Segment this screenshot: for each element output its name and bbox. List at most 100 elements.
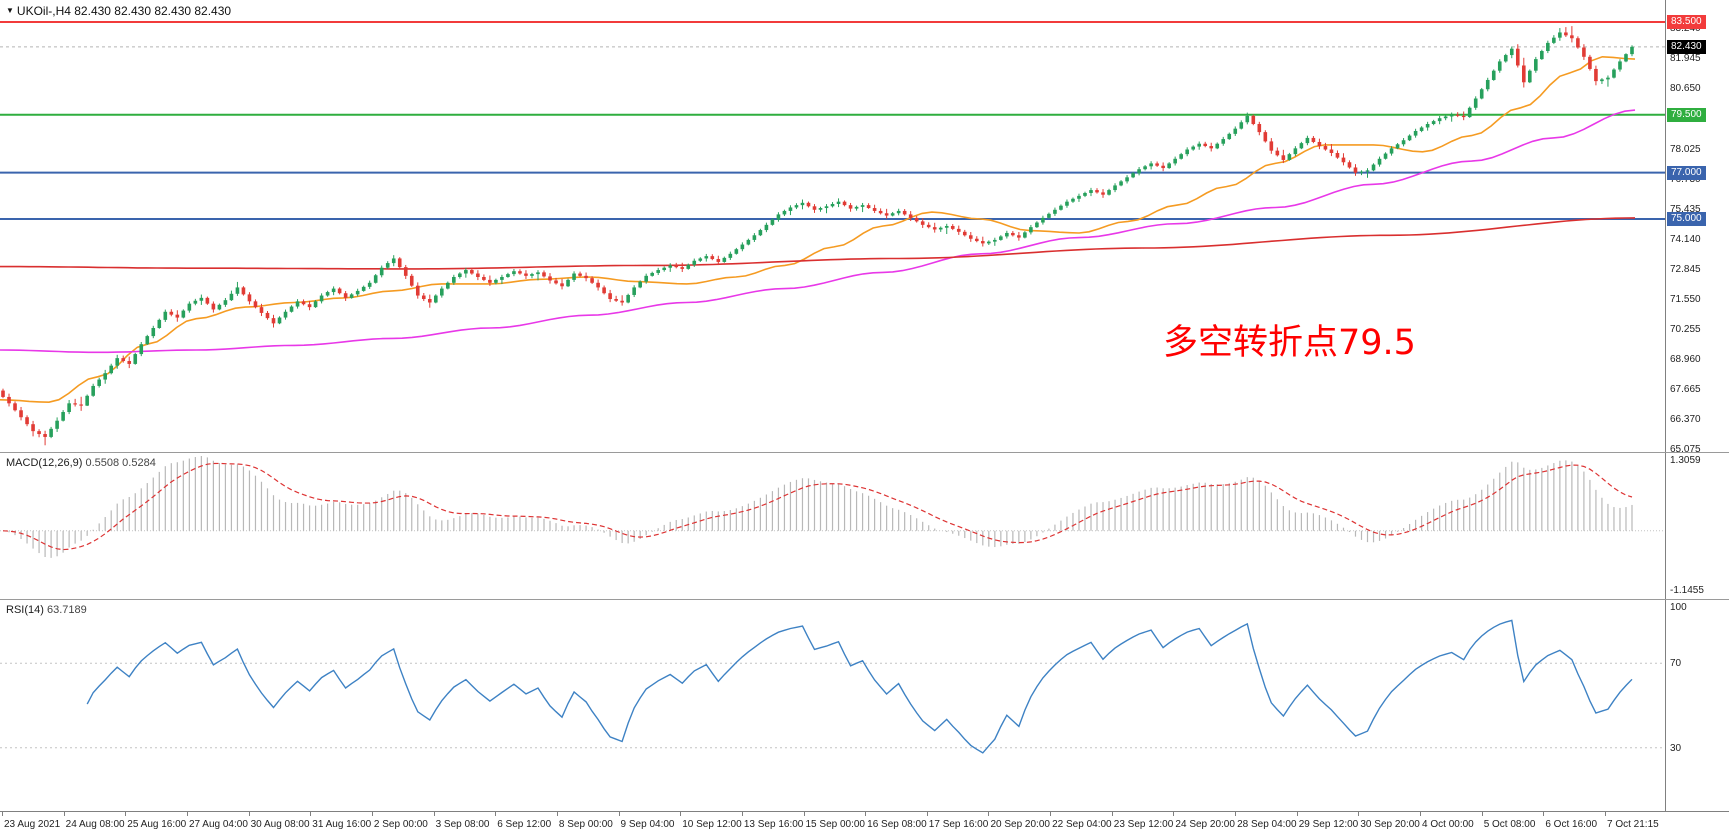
macd-values: 0.5508 0.5284: [85, 457, 156, 469]
macd-axis-min: -1.1455: [1670, 585, 1704, 596]
time-label: 2 Sep 00:00: [373, 819, 428, 830]
rsi-axis[interactable]: 100 70 30: [1665, 600, 1729, 811]
time-tick: [248, 812, 250, 816]
time-label: 23 Aug 2021: [4, 819, 61, 830]
price-axis[interactable]: 83.24081.94580.65078.02576.73075.43574.1…: [1665, 0, 1729, 455]
time-label: 20 Sep 20:00: [990, 819, 1050, 830]
ma-fast: [0, 55, 1636, 404]
panel-separator: [0, 452, 1729, 453]
symbol-marker-icon: ▼: [6, 6, 14, 15]
time-tick: [310, 812, 312, 816]
rsi-panel: 100 70 30 RSI(14) 63.7189: [0, 600, 1729, 811]
rsi-value: 63.7189: [46, 604, 87, 616]
ma-slow: [0, 217, 1636, 270]
price-tick-label: 75.435: [1670, 203, 1701, 215]
time-tick: [680, 812, 682, 816]
time-label: 28 Sep 04:00: [1237, 819, 1297, 830]
time-tick: [1481, 812, 1483, 816]
rsi-axis-tick: 100: [1670, 602, 1687, 613]
time-label: 3 Sep 08:00: [435, 819, 490, 830]
time-label: 6 Sep 12:00: [497, 819, 552, 830]
time-label: 15 Sep 00:00: [805, 819, 866, 830]
time-label: 13 Sep 16:00: [743, 819, 804, 830]
time-label: 31 Aug 16:00: [312, 819, 372, 830]
price-tick-label: 74.140: [1670, 233, 1701, 245]
time-label: 27 Aug 04:00: [188, 819, 248, 830]
price-tick-label: 78.025: [1670, 143, 1701, 155]
time-tick: [2, 812, 3, 816]
time-tick: [186, 812, 188, 816]
time-label: 30 Aug 08:00: [250, 819, 310, 830]
time-label: 30 Sep 20:00: [1360, 819, 1420, 830]
main-chart-panel: 83.24081.94580.65078.02576.73075.43574.1…: [0, 0, 1729, 456]
time-tick: [1050, 812, 1052, 816]
time-label: 17 Sep 16:00: [928, 819, 989, 830]
macd-axis-max: 1.3059: [1670, 455, 1701, 466]
time-tick: [1235, 812, 1237, 816]
rsi-line: [86, 619, 1633, 754]
time-tick: [1543, 812, 1545, 816]
time-tick: [1111, 812, 1113, 816]
time-label: 10 Sep 12:00: [682, 819, 742, 830]
current-price-badge: 82.430: [1667, 39, 1706, 54]
macd-chart[interactable]: [0, 453, 1665, 599]
time-label: 22 Sep 04:00: [1052, 819, 1112, 830]
time-axis[interactable]: 23 Aug 2021 24 Aug 08:00 25 Aug 16:00 27 Au…: [0, 811, 1729, 833]
price-level-badge: 79.500: [1667, 107, 1706, 122]
time-label: 4 Oct 00:00: [1422, 819, 1474, 830]
price-tick-label: 67.665: [1670, 384, 1701, 396]
rsi-name: RSI(14): [6, 604, 44, 616]
ma-mid: [0, 109, 1636, 354]
time-tick: [1420, 812, 1422, 816]
time-tick: [988, 812, 990, 816]
time-tick: [433, 812, 435, 816]
time-tick: [618, 812, 620, 816]
time-tick: [926, 812, 928, 816]
chart-title: ▼ UKOil-,H4 82.430 82.430 82.430 82.430: [6, 4, 231, 18]
time-tick: [125, 812, 127, 816]
macd-name: MACD(12,26,9): [6, 457, 83, 469]
price-level-badge: 75.000: [1667, 212, 1706, 227]
time-label: 9 Sep 04:00: [620, 819, 675, 830]
time-tick: [741, 812, 743, 816]
time-label: 24 Aug 08:00: [65, 819, 125, 830]
panel-separator: [0, 599, 1729, 600]
time-tick: [1605, 812, 1606, 816]
time-label: 23 Sep 12:00: [1113, 819, 1174, 830]
rsi-label: RSI(14) 63.7189: [6, 604, 87, 616]
time-label: 7 Oct 21:15: [1607, 819, 1659, 830]
macd-axis[interactable]: 1.3059 -1.1455: [1665, 453, 1729, 599]
price-tick-label: 72.845: [1670, 263, 1701, 275]
candlestick-chart[interactable]: [0, 0, 1665, 452]
chart-title-text: UKOil-,H4 82.430 82.430 82.430 82.430: [16, 4, 232, 18]
time-label: 29 Sep 12:00: [1298, 819, 1359, 830]
rsi-axis-tick: 30: [1670, 742, 1682, 754]
time-tick: [1358, 812, 1360, 816]
rsi-axis-tick: 70: [1670, 658, 1682, 670]
time-tick: [803, 812, 805, 816]
price-tick-label: 71.550: [1670, 294, 1701, 305]
time-tick: [63, 812, 65, 816]
macd-panel: 1.3059 -1.1455 MACD(12,26,9) 0.5508 0.52…: [0, 453, 1729, 599]
macd-label: MACD(12,26,9) 0.5508 0.5284: [6, 457, 156, 469]
time-label: 8 Sep 00:00: [558, 819, 613, 830]
time-tick: [371, 812, 373, 816]
time-tick: [865, 812, 867, 816]
time-label: 6 Oct 16:00: [1545, 819, 1598, 830]
time-label: 5 Oct 08:00: [1483, 819, 1536, 830]
time-label: 24 Sep 20:00: [1175, 819, 1235, 830]
price-level-badge: 77.000: [1667, 165, 1706, 180]
time-tick: [1296, 812, 1298, 816]
price-tick-label: 80.650: [1670, 83, 1701, 95]
price-level-badge: 83.500: [1667, 15, 1706, 30]
time-tick: [1173, 812, 1175, 816]
price-tick-label: 81.945: [1670, 53, 1701, 65]
time-tick: [495, 812, 497, 816]
chart-annotation: 多空转折点79.5: [1163, 323, 1416, 363]
price-tick-label: 68.960: [1670, 354, 1701, 366]
price-tick-label: 70.255: [1670, 324, 1701, 336]
time-label: 16 Sep 08:00: [867, 819, 927, 830]
rsi-chart[interactable]: [0, 600, 1665, 811]
time-label: 25 Aug 16:00: [127, 819, 187, 830]
